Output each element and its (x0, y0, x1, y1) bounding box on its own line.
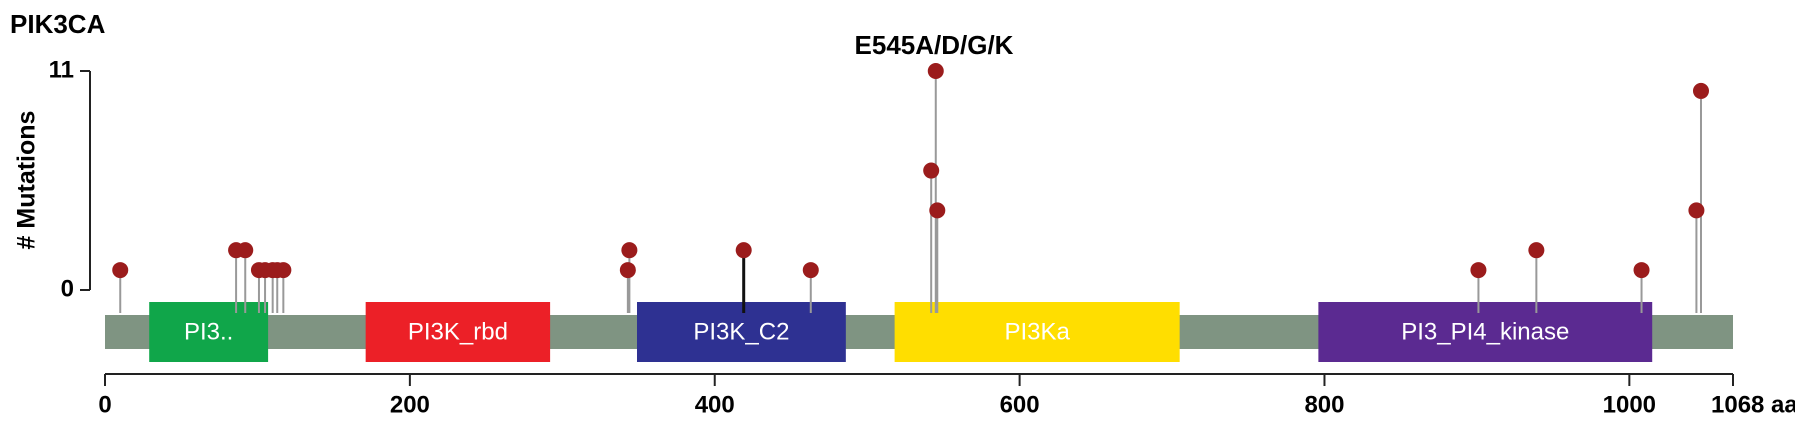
domain-label: PI3Ka (1004, 318, 1070, 345)
domain-label: PI3_PI4_kinase (1401, 318, 1569, 345)
x-tick-label: 200 (390, 391, 430, 418)
x-tick-label: 400 (695, 391, 735, 418)
domain-label: PI3.. (184, 318, 233, 345)
domain-label: PI3K_C2 (693, 318, 789, 345)
domain (149, 302, 269, 362)
annotation: E545A/D/G/K (855, 30, 1014, 60)
lollipop-head (1633, 262, 1650, 279)
x-tick-label: 600 (1000, 391, 1040, 418)
lollipop-head (927, 63, 944, 79)
lollipop-head (621, 242, 638, 259)
domain (894, 302, 1180, 362)
lollipop-head (923, 162, 940, 179)
y-tick-label: 0 (61, 275, 74, 302)
lollipop-head (1470, 262, 1487, 279)
x-tick-label: 1000 (1603, 391, 1656, 418)
lollipop-head (112, 262, 129, 279)
x-tick-label: 800 (1304, 391, 1344, 418)
lollipop-head (1528, 242, 1545, 259)
domain (1318, 302, 1653, 362)
domain-label: PI3K_rbd (408, 318, 508, 345)
y-tick-label: 11 (49, 56, 74, 83)
lollipop-head (237, 242, 254, 259)
chart-title: PIK3CA (10, 9, 106, 39)
y-axis-label: # Mutations (13, 111, 41, 250)
lollipop-head (802, 262, 819, 279)
x-tick-label: 0 (98, 391, 111, 418)
lollipop-head (1688, 202, 1705, 219)
domain (365, 302, 551, 362)
lollipop-head (619, 262, 636, 279)
lollipop-head (735, 242, 752, 259)
lollipop-head (1692, 82, 1709, 99)
lollipop-head (275, 262, 292, 279)
lollipop-head (929, 202, 946, 219)
x-tick-label: 1068 aa (1711, 391, 1795, 418)
